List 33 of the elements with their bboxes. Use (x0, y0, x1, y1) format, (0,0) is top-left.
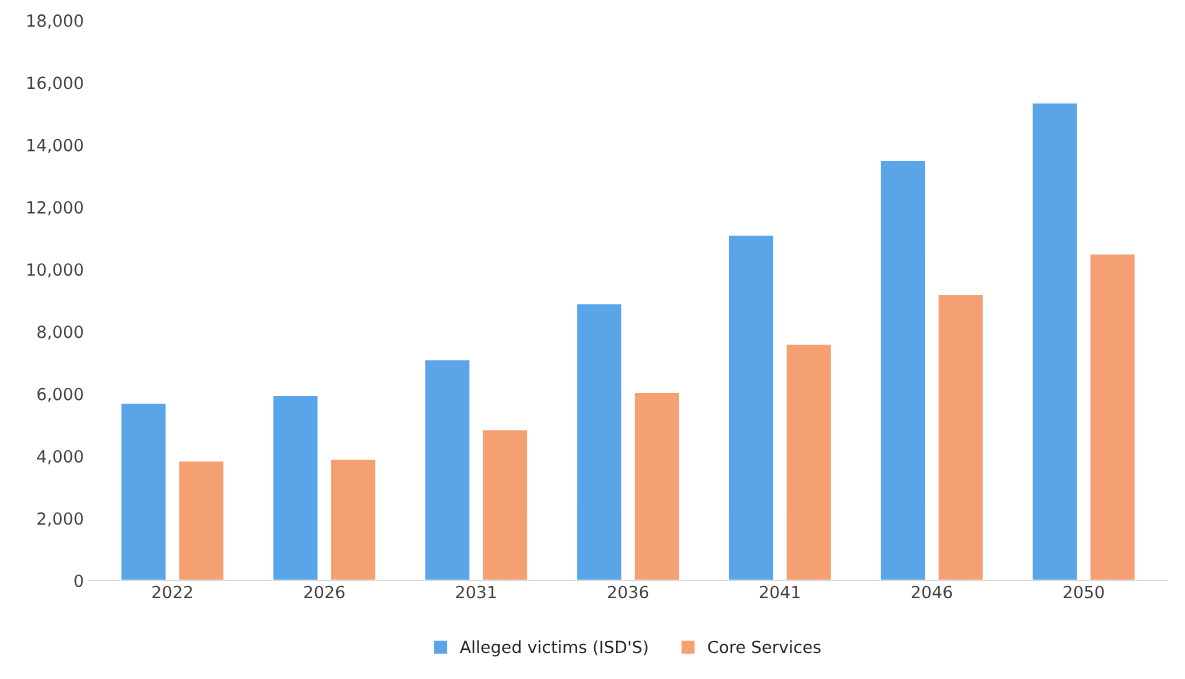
y-tick-label: 12,000 (27, 201, 83, 216)
y-tick-label: 16,000 (27, 76, 83, 91)
bar (329, 458, 377, 581)
bar (481, 428, 529, 581)
x-tick-label: 2050 (1063, 585, 1104, 599)
bar (423, 358, 471, 581)
x-tick-label: 2022 (152, 585, 192, 599)
x-tick-label: 2031 (456, 585, 496, 599)
x-tick-label: 2036 (608, 585, 649, 599)
bar (177, 460, 225, 581)
bar (575, 302, 623, 581)
legend-label: Alleged victims (ISD'S) (459, 640, 648, 657)
bar (1089, 253, 1137, 581)
bar (271, 394, 319, 581)
bar (727, 234, 775, 581)
bar (879, 159, 927, 581)
y-tick-label: 4,000 (37, 450, 83, 465)
legend-label: Core Services (708, 640, 821, 654)
y-tick-label: 10,000 (27, 263, 83, 278)
y-tick-label: 14,000 (27, 138, 83, 154)
bar (120, 402, 168, 581)
y-tick-label: 2,000 (37, 512, 83, 527)
y-tick-label: 6,000 (37, 387, 83, 403)
x-tick-label: 2046 (911, 585, 952, 599)
bar (937, 293, 985, 581)
y-tick-label: 0 (74, 574, 83, 588)
x-tick-label: 2041 (759, 585, 800, 599)
y-tick-label: 8,000 (37, 325, 83, 340)
bar (785, 343, 833, 581)
bar (1031, 102, 1079, 581)
bar (633, 391, 681, 581)
y-tick-label: 18,000 (27, 14, 83, 29)
x-tick-label: 2026 (304, 585, 345, 599)
